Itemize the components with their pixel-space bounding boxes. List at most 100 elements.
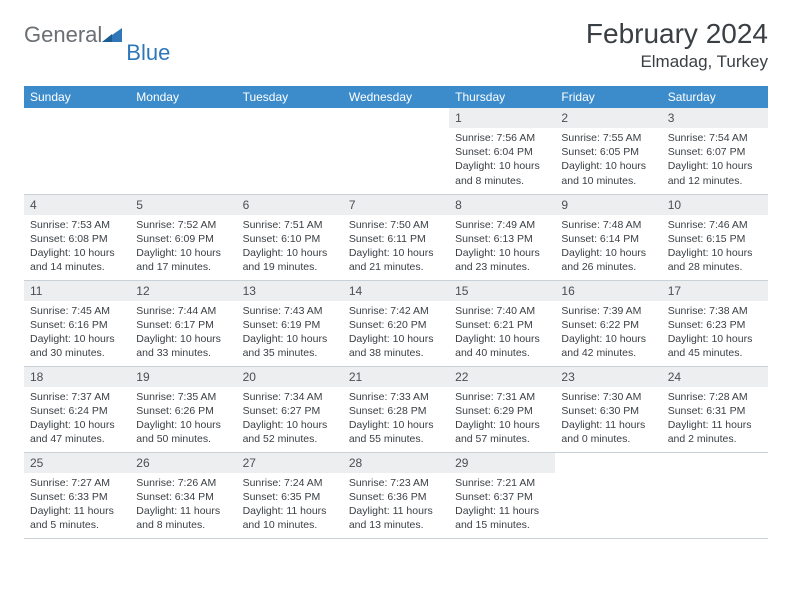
- weekday-header: Thursday: [449, 86, 555, 108]
- calendar-day-cell: 12Sunrise: 7:44 AMSunset: 6:17 PMDayligh…: [130, 280, 236, 366]
- sail-icon: [102, 26, 124, 49]
- day-info: Sunrise: 7:55 AMSunset: 6:05 PMDaylight:…: [555, 128, 661, 192]
- weekday-header: Saturday: [662, 86, 768, 108]
- weekday-header: Friday: [555, 86, 661, 108]
- day-number: 15: [449, 281, 555, 301]
- calendar-day-cell: 26Sunrise: 7:26 AMSunset: 6:34 PMDayligh…: [130, 452, 236, 538]
- day-number: 9: [555, 195, 661, 215]
- title-block: February 2024 Elmadag, Turkey: [586, 18, 768, 72]
- day-number: 28: [343, 453, 449, 473]
- calendar-day-cell: 15Sunrise: 7:40 AMSunset: 6:21 PMDayligh…: [449, 280, 555, 366]
- day-number: 3: [662, 108, 768, 128]
- day-info: Sunrise: 7:54 AMSunset: 6:07 PMDaylight:…: [662, 128, 768, 192]
- day-number: 7: [343, 195, 449, 215]
- day-info: Sunrise: 7:34 AMSunset: 6:27 PMDaylight:…: [237, 387, 343, 451]
- calendar-day-cell: 4Sunrise: 7:53 AMSunset: 6:08 PMDaylight…: [24, 194, 130, 280]
- day-info: Sunrise: 7:45 AMSunset: 6:16 PMDaylight:…: [24, 301, 130, 365]
- day-info: Sunrise: 7:43 AMSunset: 6:19 PMDaylight:…: [237, 301, 343, 365]
- calendar-day-cell: 11Sunrise: 7:45 AMSunset: 6:16 PMDayligh…: [24, 280, 130, 366]
- calendar-week-row: 1Sunrise: 7:56 AMSunset: 6:04 PMDaylight…: [24, 108, 768, 194]
- day-number: 22: [449, 367, 555, 387]
- day-info: Sunrise: 7:35 AMSunset: 6:26 PMDaylight:…: [130, 387, 236, 451]
- calendar-week-row: 4Sunrise: 7:53 AMSunset: 6:08 PMDaylight…: [24, 194, 768, 280]
- day-info: Sunrise: 7:31 AMSunset: 6:29 PMDaylight:…: [449, 387, 555, 451]
- day-info: Sunrise: 7:42 AMSunset: 6:20 PMDaylight:…: [343, 301, 449, 365]
- day-info: Sunrise: 7:56 AMSunset: 6:04 PMDaylight:…: [449, 128, 555, 192]
- calendar-day-cell: [555, 452, 661, 538]
- day-info: Sunrise: 7:51 AMSunset: 6:10 PMDaylight:…: [237, 215, 343, 279]
- calendar-day-cell: 13Sunrise: 7:43 AMSunset: 6:19 PMDayligh…: [237, 280, 343, 366]
- day-info: Sunrise: 7:28 AMSunset: 6:31 PMDaylight:…: [662, 387, 768, 451]
- calendar-page: General Blue February 2024 Elmadag, Turk…: [0, 0, 792, 539]
- day-info: Sunrise: 7:53 AMSunset: 6:08 PMDaylight:…: [24, 215, 130, 279]
- weekday-header: Sunday: [24, 86, 130, 108]
- calendar-day-cell: 14Sunrise: 7:42 AMSunset: 6:20 PMDayligh…: [343, 280, 449, 366]
- weekday-header: Monday: [130, 86, 236, 108]
- calendar-day-cell: 19Sunrise: 7:35 AMSunset: 6:26 PMDayligh…: [130, 366, 236, 452]
- weekday-header: Tuesday: [237, 86, 343, 108]
- day-info: Sunrise: 7:49 AMSunset: 6:13 PMDaylight:…: [449, 215, 555, 279]
- calendar-day-cell: 2Sunrise: 7:55 AMSunset: 6:05 PMDaylight…: [555, 108, 661, 194]
- calendar-day-cell: 1Sunrise: 7:56 AMSunset: 6:04 PMDaylight…: [449, 108, 555, 194]
- calendar-day-cell: 9Sunrise: 7:48 AMSunset: 6:14 PMDaylight…: [555, 194, 661, 280]
- day-number: 14: [343, 281, 449, 301]
- day-number: 1: [449, 108, 555, 128]
- day-number: 26: [130, 453, 236, 473]
- day-info: Sunrise: 7:39 AMSunset: 6:22 PMDaylight:…: [555, 301, 661, 365]
- calendar-day-cell: 23Sunrise: 7:30 AMSunset: 6:30 PMDayligh…: [555, 366, 661, 452]
- day-number: 27: [237, 453, 343, 473]
- calendar-body: 1Sunrise: 7:56 AMSunset: 6:04 PMDaylight…: [24, 108, 768, 538]
- day-number: 6: [237, 195, 343, 215]
- calendar-day-cell: 10Sunrise: 7:46 AMSunset: 6:15 PMDayligh…: [662, 194, 768, 280]
- day-number: 25: [24, 453, 130, 473]
- calendar-day-cell: 5Sunrise: 7:52 AMSunset: 6:09 PMDaylight…: [130, 194, 236, 280]
- page-header: General Blue February 2024 Elmadag, Turk…: [24, 18, 768, 72]
- day-info: Sunrise: 7:48 AMSunset: 6:14 PMDaylight:…: [555, 215, 661, 279]
- calendar-day-cell: 22Sunrise: 7:31 AMSunset: 6:29 PMDayligh…: [449, 366, 555, 452]
- calendar-week-row: 11Sunrise: 7:45 AMSunset: 6:16 PMDayligh…: [24, 280, 768, 366]
- day-info: Sunrise: 7:26 AMSunset: 6:34 PMDaylight:…: [130, 473, 236, 537]
- day-number: 5: [130, 195, 236, 215]
- calendar-day-cell: [130, 108, 236, 194]
- calendar-week-row: 18Sunrise: 7:37 AMSunset: 6:24 PMDayligh…: [24, 366, 768, 452]
- calendar-day-cell: 28Sunrise: 7:23 AMSunset: 6:36 PMDayligh…: [343, 452, 449, 538]
- calendar-day-cell: 16Sunrise: 7:39 AMSunset: 6:22 PMDayligh…: [555, 280, 661, 366]
- calendar-day-cell: [24, 108, 130, 194]
- day-info: Sunrise: 7:37 AMSunset: 6:24 PMDaylight:…: [24, 387, 130, 451]
- day-info: Sunrise: 7:40 AMSunset: 6:21 PMDaylight:…: [449, 301, 555, 365]
- day-info: Sunrise: 7:21 AMSunset: 6:37 PMDaylight:…: [449, 473, 555, 537]
- day-number: 29: [449, 453, 555, 473]
- day-info: Sunrise: 7:27 AMSunset: 6:33 PMDaylight:…: [24, 473, 130, 537]
- day-number: 23: [555, 367, 661, 387]
- calendar-day-cell: 3Sunrise: 7:54 AMSunset: 6:07 PMDaylight…: [662, 108, 768, 194]
- day-info: Sunrise: 7:23 AMSunset: 6:36 PMDaylight:…: [343, 473, 449, 537]
- month-title: February 2024: [586, 18, 768, 50]
- day-info: Sunrise: 7:33 AMSunset: 6:28 PMDaylight:…: [343, 387, 449, 451]
- day-number: 13: [237, 281, 343, 301]
- day-info: Sunrise: 7:24 AMSunset: 6:35 PMDaylight:…: [237, 473, 343, 537]
- brand-logo: General Blue: [24, 18, 172, 48]
- calendar-week-row: 25Sunrise: 7:27 AMSunset: 6:33 PMDayligh…: [24, 452, 768, 538]
- calendar-day-cell: 6Sunrise: 7:51 AMSunset: 6:10 PMDaylight…: [237, 194, 343, 280]
- calendar-header-row: SundayMondayTuesdayWednesdayThursdayFrid…: [24, 86, 768, 108]
- calendar-day-cell: [343, 108, 449, 194]
- day-number: 24: [662, 367, 768, 387]
- day-number: 20: [237, 367, 343, 387]
- day-info: Sunrise: 7:38 AMSunset: 6:23 PMDaylight:…: [662, 301, 768, 365]
- day-info: Sunrise: 7:50 AMSunset: 6:11 PMDaylight:…: [343, 215, 449, 279]
- calendar-day-cell: 25Sunrise: 7:27 AMSunset: 6:33 PMDayligh…: [24, 452, 130, 538]
- calendar-day-cell: 18Sunrise: 7:37 AMSunset: 6:24 PMDayligh…: [24, 366, 130, 452]
- calendar-day-cell: 20Sunrise: 7:34 AMSunset: 6:27 PMDayligh…: [237, 366, 343, 452]
- day-info: Sunrise: 7:46 AMSunset: 6:15 PMDaylight:…: [662, 215, 768, 279]
- calendar-day-cell: 24Sunrise: 7:28 AMSunset: 6:31 PMDayligh…: [662, 366, 768, 452]
- brand-word-1: General: [24, 22, 102, 48]
- calendar-day-cell: 21Sunrise: 7:33 AMSunset: 6:28 PMDayligh…: [343, 366, 449, 452]
- calendar-day-cell: [237, 108, 343, 194]
- day-number: 16: [555, 281, 661, 301]
- day-number: 19: [130, 367, 236, 387]
- day-info: Sunrise: 7:44 AMSunset: 6:17 PMDaylight:…: [130, 301, 236, 365]
- calendar-day-cell: 29Sunrise: 7:21 AMSunset: 6:37 PMDayligh…: [449, 452, 555, 538]
- day-number: 12: [130, 281, 236, 301]
- location-label: Elmadag, Turkey: [586, 52, 768, 72]
- day-number: 2: [555, 108, 661, 128]
